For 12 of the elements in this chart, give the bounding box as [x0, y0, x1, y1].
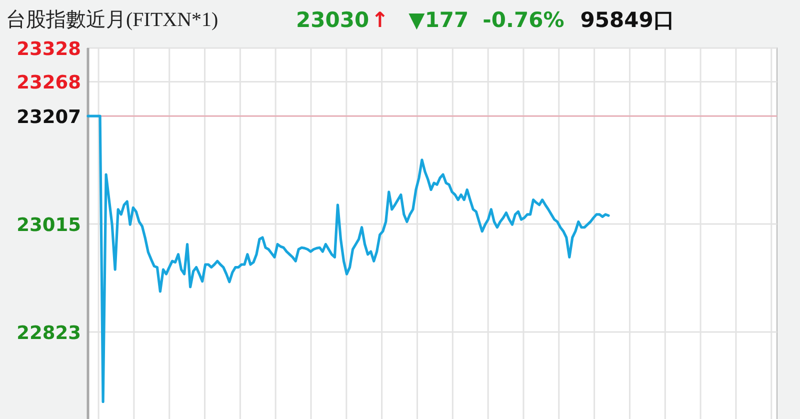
line-series	[86, 114, 610, 403]
text: -0.76%	[482, 8, 564, 32]
text: ▼177	[408, 8, 469, 32]
y-tick-label: 23015	[16, 215, 81, 236]
y-tick-label: 23328	[16, 39, 81, 60]
text: ↑	[371, 8, 389, 32]
y-tick-label: 23268	[16, 72, 81, 94]
chart-title: 台股指數近月(FITXN*1)	[6, 9, 218, 31]
text: 23030	[296, 8, 370, 32]
y-tick-label: 23207	[16, 107, 81, 128]
y-tick-label: 22823	[16, 322, 81, 344]
text: 95849口	[580, 8, 674, 32]
